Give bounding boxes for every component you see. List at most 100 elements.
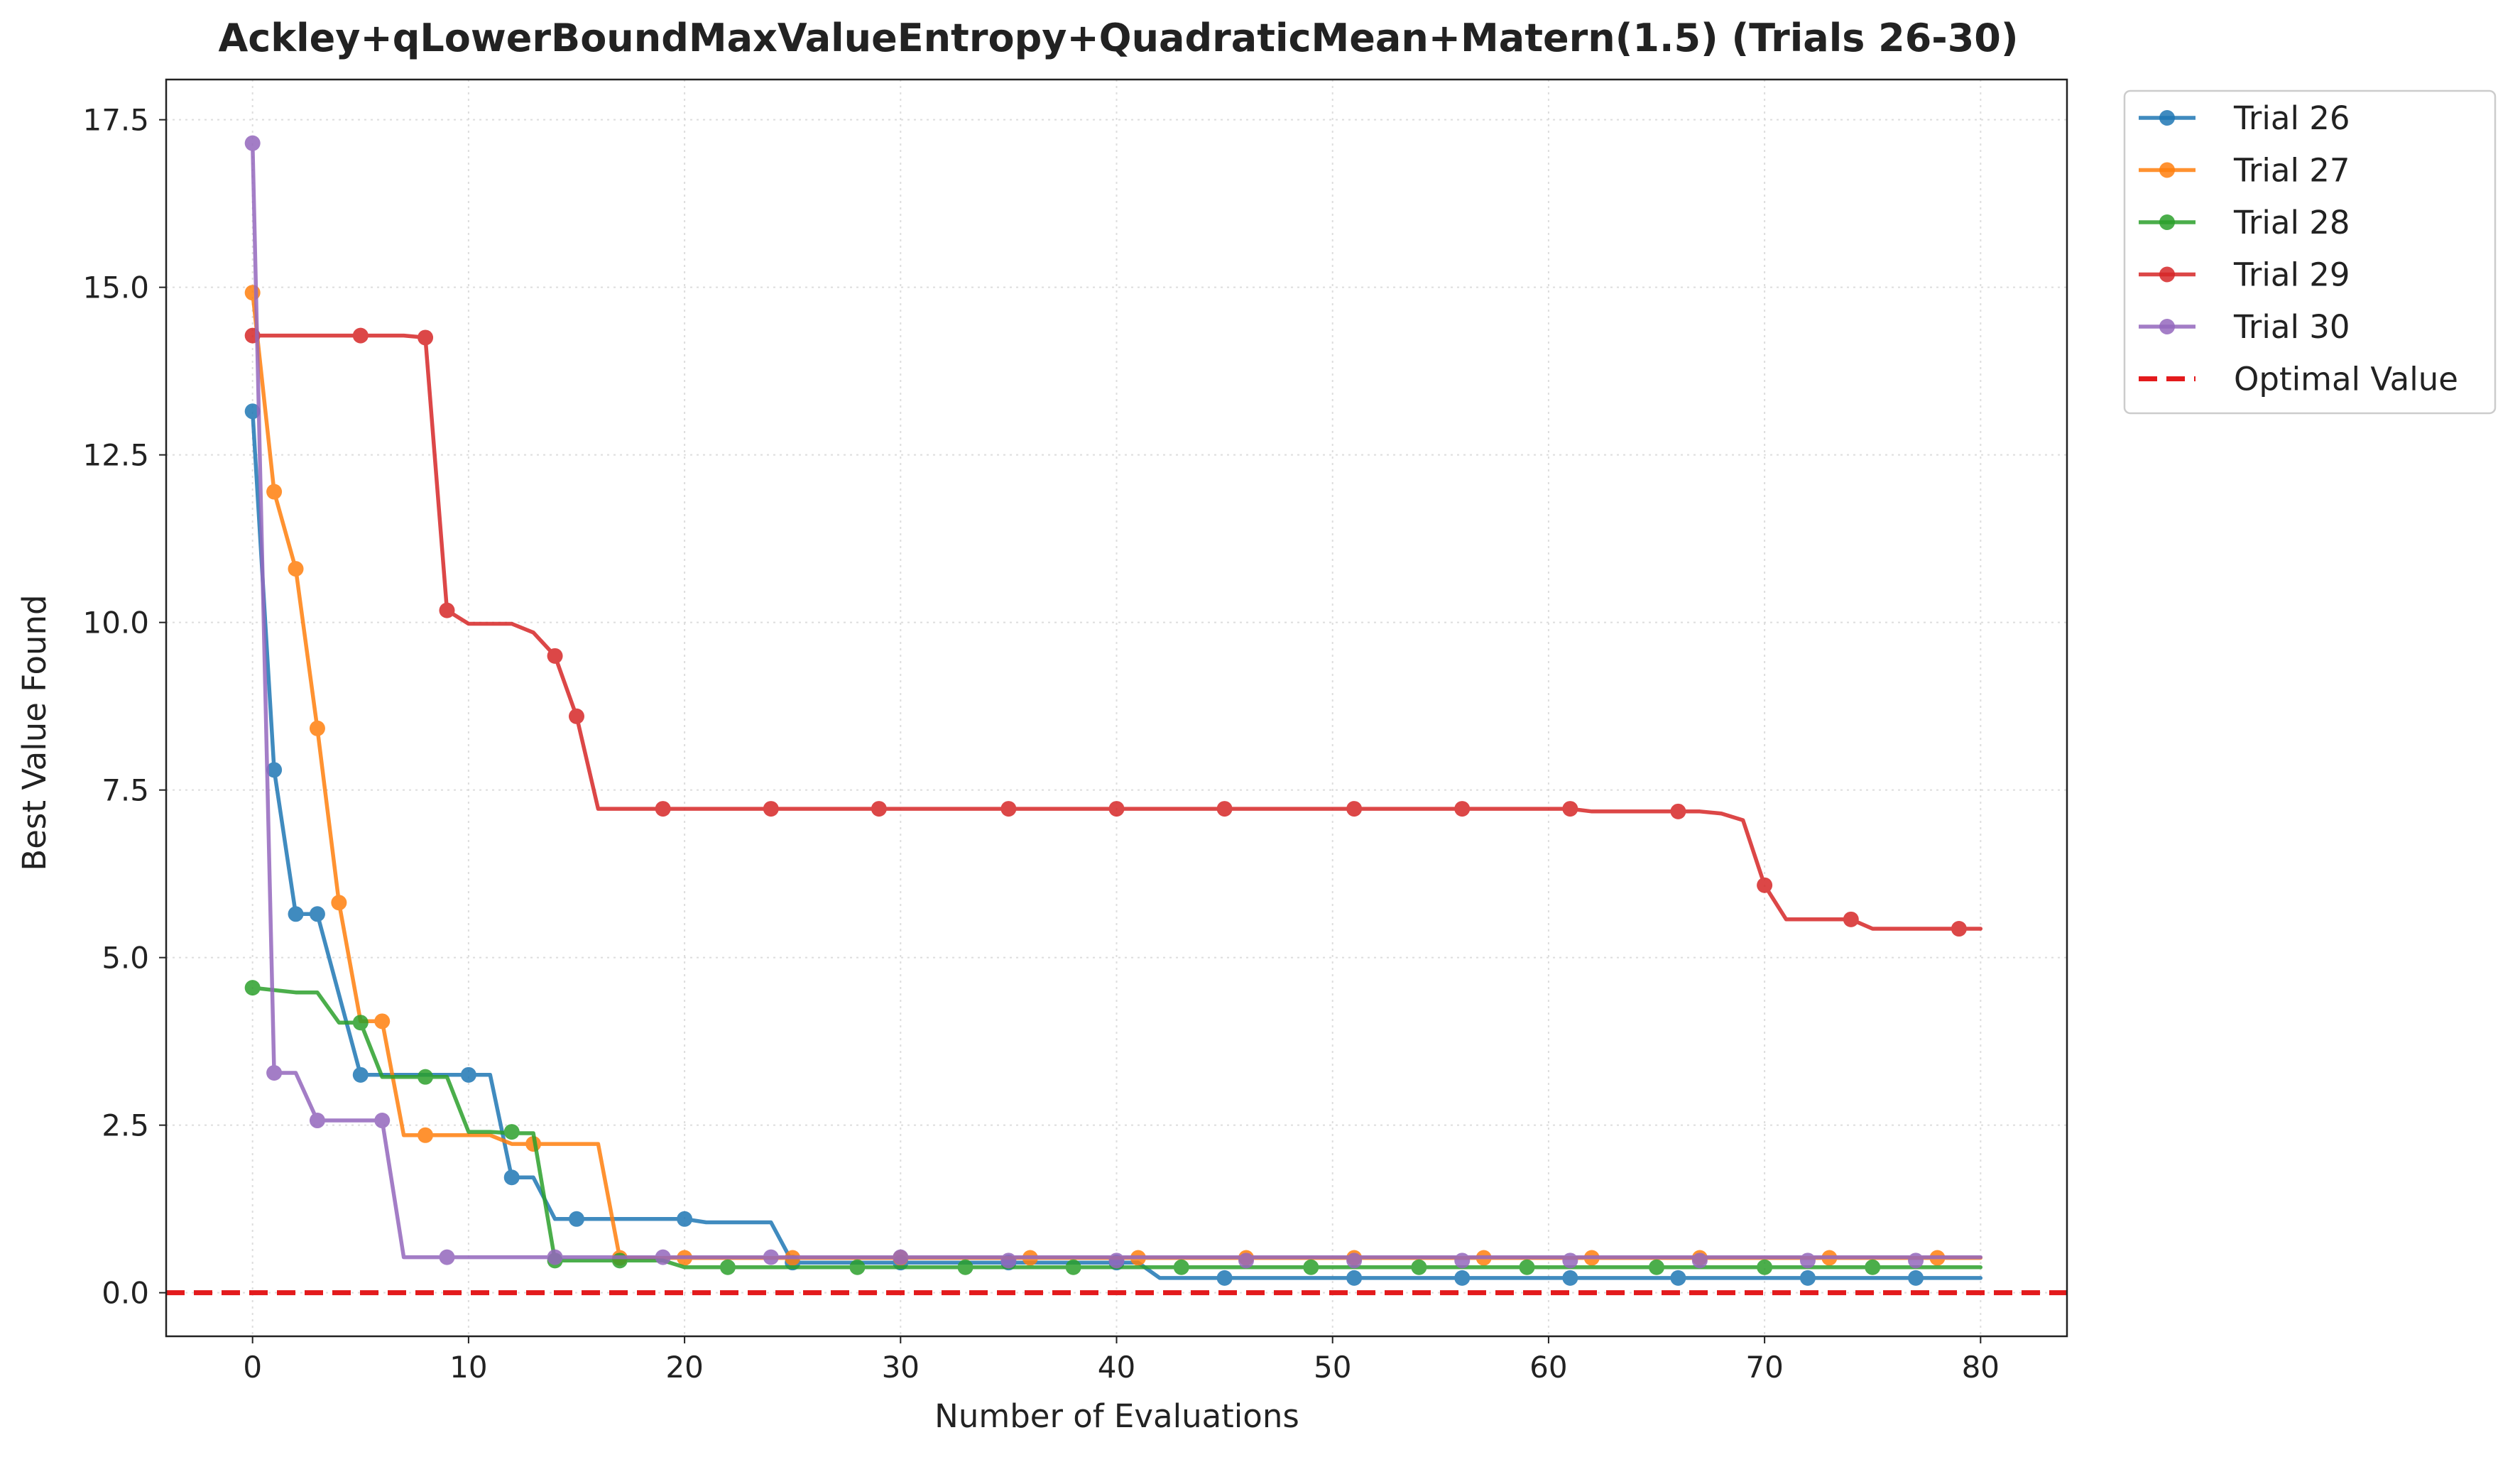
y-tick-label: 0.0 [102, 1276, 149, 1311]
data-point-trial-30 [244, 135, 261, 151]
data-point-trial-29 [871, 801, 887, 817]
data-point-trial-29 [1454, 801, 1471, 817]
data-point-trial-26 [568, 1211, 584, 1227]
legend-label: Optimal Value [2234, 361, 2458, 398]
data-point-trial-30 [1562, 1253, 1578, 1269]
y-tick-label: 2.5 [102, 1108, 149, 1143]
data-point-trial-28 [1649, 1259, 1665, 1275]
data-point-trial-30 [655, 1249, 671, 1265]
chart-title: Ackley+qLowerBoundMaxValueEntropy+Quadra… [218, 16, 2018, 60]
data-point-trial-29 [1216, 801, 1233, 817]
data-point-trial-26 [503, 1169, 520, 1186]
legend-box [2123, 89, 2497, 415]
legend-entry-trial-30: Trial 30 [2139, 308, 2350, 346]
data-point-trial-30 [763, 1249, 779, 1265]
series-trial-29 [244, 327, 1983, 937]
data-point-trial-28 [418, 1069, 434, 1085]
data-point-trial-30 [547, 1249, 563, 1265]
data-point-trial-30 [266, 1065, 283, 1081]
data-point-trial-28 [1865, 1259, 1881, 1275]
data-point-trial-29 [655, 801, 671, 817]
data-point-trial-29 [1108, 801, 1125, 817]
legend-label: Trial 30 [2233, 308, 2350, 346]
data-point-trial-28 [1303, 1259, 1319, 1275]
data-point-trial-29 [1000, 801, 1017, 817]
data-point-trial-28 [1411, 1259, 1427, 1275]
y-axis-label: Best Value Found [16, 594, 53, 871]
data-point-trial-28 [719, 1259, 736, 1275]
data-point-trial-28 [352, 1015, 369, 1031]
data-point-trial-29 [1757, 877, 1773, 893]
y-tick-label: 12.5 [82, 438, 149, 473]
data-point-trial-26 [244, 403, 261, 420]
data-point-trial-26 [1562, 1270, 1578, 1286]
x-tick-label: 20 [665, 1350, 703, 1385]
data-point-trial-30 [1346, 1253, 1363, 1269]
y-tick-label: 17.5 [82, 103, 149, 138]
series-trial-27 [244, 285, 1983, 1266]
x-tick-label: 70 [1745, 1350, 1783, 1385]
data-point-trial-28 [957, 1259, 973, 1275]
series-trial-26 [244, 403, 1983, 1286]
legend-marker-swatch [2159, 319, 2175, 334]
data-point-trial-30 [1691, 1253, 1708, 1269]
y-tick-label: 5.0 [102, 941, 149, 976]
x-tick-label: 0 [243, 1350, 262, 1385]
data-point-trial-29 [1843, 911, 1859, 927]
data-point-trial-30 [893, 1249, 909, 1265]
data-point-trial-28 [1065, 1259, 1081, 1275]
series-line-trial-29 [250, 333, 1983, 931]
data-point-trial-27 [288, 561, 304, 577]
data-point-trial-28 [503, 1124, 520, 1140]
data-point-trial-30 [374, 1113, 391, 1129]
legend-entry-optimal-value: Optimal Value [2139, 361, 2458, 398]
data-point-trial-26 [1670, 1270, 1686, 1286]
data-point-trial-30 [1238, 1253, 1255, 1269]
y-tick-label: 7.5 [102, 773, 149, 808]
legend-marker-swatch [2159, 266, 2175, 283]
x-tick-label: 30 [882, 1350, 920, 1385]
data-point-trial-28 [849, 1259, 866, 1275]
x-tick-label: 60 [1529, 1350, 1567, 1385]
data-point-trial-29 [418, 329, 434, 346]
data-point-trial-30 [1908, 1253, 1924, 1269]
x-tick-label: 10 [449, 1350, 487, 1385]
data-point-trial-29 [1346, 801, 1363, 817]
data-point-trial-26 [1908, 1270, 1924, 1286]
x-axis-label: Number of Evaluations [934, 1397, 1299, 1435]
y-axis-ticks: 0.0 2.5 5.0 7.5 10.0 12.5 15.0 17.5 [82, 103, 166, 1311]
legend-label: Trial 26 [2233, 99, 2350, 137]
data-point-trial-26 [352, 1066, 369, 1083]
data-point-trial-29 [1562, 801, 1578, 817]
data-point-trial-26 [266, 762, 283, 778]
grid [166, 80, 2067, 1336]
legend-label: Trial 29 [2233, 256, 2350, 294]
data-point-trial-26 [1216, 1270, 1233, 1286]
legend-marker-swatch [2159, 214, 2175, 230]
legend: Trial 26 Trial 27 Trial 28 Trial 29 Trial 30… [2123, 89, 2497, 415]
legend-marker-swatch [2159, 110, 2175, 126]
data-point-trial-27 [266, 484, 283, 500]
y-tick-label: 10.0 [82, 606, 149, 640]
series-trial-30 [244, 135, 1983, 1269]
x-tick-label: 40 [1098, 1350, 1135, 1385]
legend-entry-trial-28: Trial 28 [2139, 204, 2350, 241]
legend-label: Trial 28 [2233, 204, 2350, 241]
data-point-trial-26 [1799, 1270, 1816, 1286]
legend-entry-trial-29: Trial 29 [2139, 256, 2350, 294]
data-point-trial-26 [460, 1066, 476, 1083]
data-point-trial-28 [1519, 1259, 1535, 1275]
data-point-trial-29 [547, 648, 563, 664]
legend-entry-trial-26: Trial 26 [2139, 99, 2350, 137]
data-point-trial-26 [288, 906, 304, 922]
data-point-trial-26 [677, 1211, 693, 1227]
data-point-trial-26 [1454, 1270, 1471, 1286]
legend-marker-swatch [2159, 162, 2175, 178]
data-point-trial-28 [611, 1253, 628, 1269]
data-point-trial-28 [244, 980, 261, 996]
data-point-trial-29 [763, 801, 779, 817]
data-point-trial-30 [1108, 1253, 1125, 1269]
x-tick-label: 50 [1314, 1350, 1351, 1385]
data-point-trial-27 [309, 720, 325, 736]
